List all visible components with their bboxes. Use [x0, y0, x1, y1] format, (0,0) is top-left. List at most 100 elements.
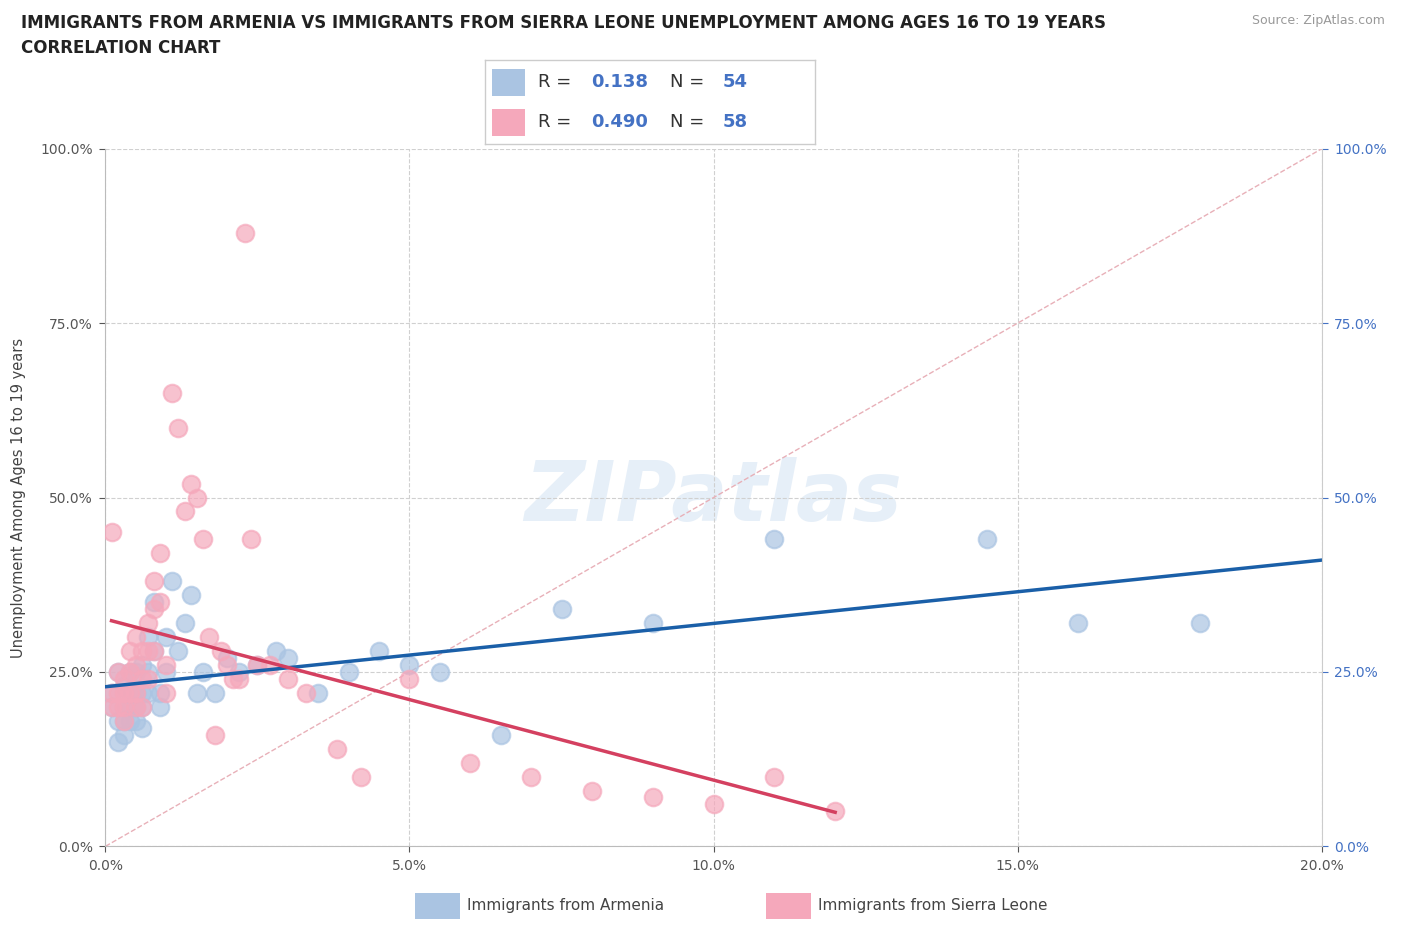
Y-axis label: Unemployment Among Ages 16 to 19 years: Unemployment Among Ages 16 to 19 years	[11, 338, 27, 658]
Point	[204, 685, 226, 700]
Text: R =: R =	[538, 73, 576, 91]
Point	[107, 699, 129, 714]
Point	[520, 769, 543, 784]
Point	[136, 630, 159, 644]
Point	[136, 671, 159, 686]
Point	[641, 790, 664, 805]
Point	[228, 665, 250, 680]
Point	[100, 699, 122, 714]
Point	[167, 644, 190, 658]
Point	[118, 699, 141, 714]
Point	[118, 644, 141, 658]
Point	[112, 699, 135, 714]
Point	[107, 665, 129, 680]
Point	[100, 525, 122, 540]
Point	[641, 616, 664, 631]
Point	[368, 644, 391, 658]
Point	[131, 658, 153, 672]
Point	[186, 685, 208, 700]
Point	[143, 602, 166, 617]
Point	[125, 685, 148, 700]
Text: 58: 58	[723, 113, 748, 131]
Point	[233, 225, 256, 240]
Point	[259, 658, 281, 672]
Point	[307, 685, 329, 700]
Point	[143, 574, 166, 589]
Point	[550, 602, 572, 617]
Point	[429, 665, 451, 680]
Point	[125, 630, 148, 644]
Point	[824, 804, 846, 819]
Point	[976, 532, 998, 547]
Point	[149, 595, 172, 610]
Point	[209, 644, 232, 658]
Point	[107, 735, 129, 750]
Point	[118, 685, 141, 700]
Point	[112, 727, 135, 742]
Point	[240, 532, 263, 547]
Point	[112, 679, 135, 694]
Point	[125, 713, 148, 728]
Point	[125, 699, 148, 714]
Point	[143, 644, 166, 658]
Point	[458, 755, 481, 770]
Text: Source: ZipAtlas.com: Source: ZipAtlas.com	[1251, 14, 1385, 27]
Point	[228, 671, 250, 686]
Point	[277, 651, 299, 666]
Point	[143, 595, 166, 610]
Point	[186, 490, 208, 505]
Point	[295, 685, 318, 700]
Point	[131, 699, 153, 714]
Text: 0.138: 0.138	[591, 73, 648, 91]
Point	[763, 532, 786, 547]
Point	[155, 665, 177, 680]
Point	[246, 658, 269, 672]
Point	[173, 616, 195, 631]
Point	[325, 741, 347, 756]
Point	[107, 713, 129, 728]
Point	[702, 797, 725, 812]
Point	[149, 685, 172, 700]
Point	[107, 685, 129, 700]
Point	[149, 546, 172, 561]
Point	[112, 671, 135, 686]
Point	[118, 665, 141, 680]
Point	[136, 616, 159, 631]
Point	[167, 420, 190, 435]
Point	[143, 644, 166, 658]
Point	[1188, 616, 1211, 631]
Point	[581, 783, 603, 798]
Text: IMMIGRANTS FROM ARMENIA VS IMMIGRANTS FROM SIERRA LEONE UNEMPLOYMENT AMONG AGES : IMMIGRANTS FROM ARMENIA VS IMMIGRANTS FR…	[21, 14, 1107, 32]
Point	[131, 685, 153, 700]
Point	[246, 658, 269, 672]
Point	[112, 713, 135, 728]
Point	[131, 699, 153, 714]
Point	[100, 685, 122, 700]
Point	[131, 671, 153, 686]
Text: Immigrants from Sierra Leone: Immigrants from Sierra Leone	[818, 898, 1047, 913]
Point	[118, 713, 141, 728]
Point	[264, 644, 287, 658]
Point	[112, 685, 135, 700]
Point	[136, 665, 159, 680]
Text: CORRELATION CHART: CORRELATION CHART	[21, 39, 221, 57]
Point	[198, 630, 221, 644]
Point	[107, 665, 129, 680]
Point	[155, 658, 177, 672]
Point	[350, 769, 373, 784]
Point	[180, 476, 202, 491]
Text: N =: N =	[671, 73, 710, 91]
Point	[118, 685, 141, 700]
Point	[125, 699, 148, 714]
Point	[277, 671, 299, 686]
Point	[222, 671, 245, 686]
Point	[162, 386, 184, 401]
Text: 54: 54	[723, 73, 748, 91]
Point	[125, 685, 148, 700]
Point	[100, 685, 122, 700]
Point	[337, 665, 360, 680]
Text: Immigrants from Armenia: Immigrants from Armenia	[467, 898, 664, 913]
Point	[191, 532, 214, 547]
Point	[125, 658, 148, 672]
Point	[191, 665, 214, 680]
